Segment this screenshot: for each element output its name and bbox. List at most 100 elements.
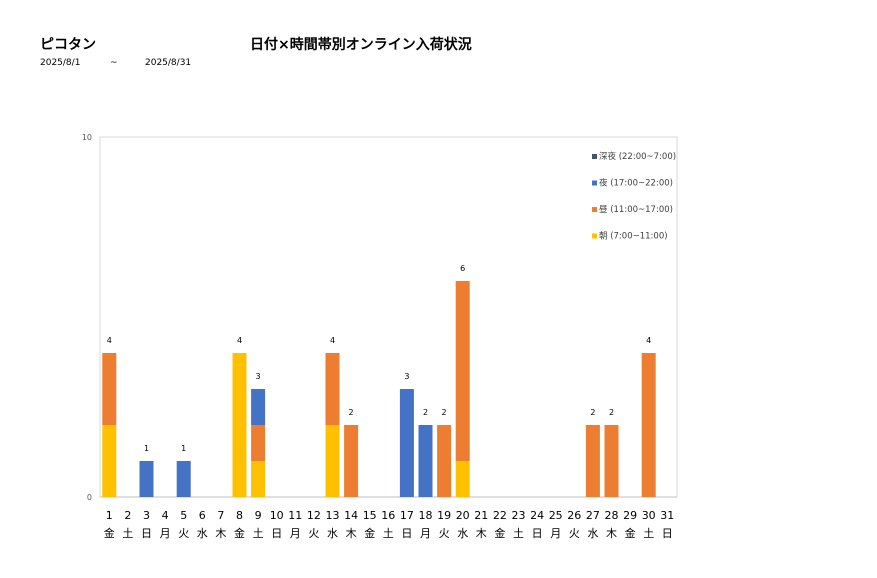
bar-segment <box>455 461 470 497</box>
x-tick-weekday: 木 <box>215 527 226 540</box>
x-tick-day: 30 <box>642 509 656 522</box>
date-to: 2025/8/31 <box>145 58 192 68</box>
x-tick-day: 23 <box>512 509 526 522</box>
bar-total-label: 3 <box>256 372 261 381</box>
bar-total-label: 2 <box>423 408 428 417</box>
bar-segment <box>176 461 191 497</box>
chart-title: 日付×時間帯別オンライン入荷状況 <box>250 37 472 53</box>
x-tick-weekday: 木 <box>606 527 617 540</box>
x-tick-weekday: 木 <box>476 527 487 540</box>
bar-segment <box>325 425 340 497</box>
x-tick-day: 16 <box>381 509 395 522</box>
bar-segment <box>344 425 359 497</box>
x-tick-day: 15 <box>363 509 377 522</box>
bar-segment <box>585 425 600 497</box>
x-tick-day: 17 <box>400 509 414 522</box>
x-tick-weekday: 日 <box>532 527 543 540</box>
legend-swatch <box>592 154 597 159</box>
x-tick-day: 29 <box>623 509 637 522</box>
bar-total-label: 4 <box>237 336 242 345</box>
x-tick-day: 9 <box>255 509 262 522</box>
x-tick-weekday: 月 <box>160 527 171 540</box>
x-tick-day: 14 <box>344 509 358 522</box>
x-tick-weekday: 火 <box>308 527 319 540</box>
bar-segment <box>102 425 117 497</box>
y-tick-label: 0 <box>87 493 92 502</box>
x-tick-weekday: 金 <box>234 526 245 540</box>
bar-segment <box>437 425 452 497</box>
x-tick-day: 27 <box>586 509 600 522</box>
x-tick-day: 6 <box>199 509 206 522</box>
bar-total-label: 4 <box>330 336 335 345</box>
x-tick-weekday: 日 <box>401 527 412 540</box>
x-tick-day: 2 <box>124 509 131 522</box>
x-tick-day: 31 <box>660 509 674 522</box>
x-tick-day: 25 <box>549 509 563 522</box>
legend-label: 深夜 (22:00~7:00) <box>599 151 676 162</box>
bar-total-label: 3 <box>404 372 409 381</box>
x-tick-day: 26 <box>567 509 581 522</box>
x-tick-weekday: 金 <box>364 526 375 540</box>
x-tick-day: 10 <box>270 509 284 522</box>
x-tick-weekday: 日 <box>141 527 152 540</box>
bar-segment <box>418 425 433 497</box>
bar-segment <box>455 281 470 461</box>
bar-segment <box>641 353 656 497</box>
x-tick-weekday: 火 <box>178 527 189 540</box>
date-from: 2025/8/1 <box>40 58 81 68</box>
bar-total-label: 4 <box>646 336 651 345</box>
x-tick-day: 20 <box>456 509 470 522</box>
bar-segment <box>399 389 414 497</box>
x-tick-weekday: 金 <box>494 526 505 540</box>
x-tick-weekday: 月 <box>550 527 561 540</box>
x-tick-day: 19 <box>437 509 451 522</box>
x-tick-weekday: 水 <box>197 527 208 540</box>
bar-total-label: 1 <box>181 444 186 453</box>
x-tick-day: 13 <box>326 509 340 522</box>
x-tick-weekday: 日 <box>662 527 673 540</box>
x-tick-day: 24 <box>530 509 544 522</box>
bar-total-label: 2 <box>349 408 354 417</box>
y-tick-label: 10 <box>82 133 92 142</box>
x-tick-weekday: 月 <box>420 527 431 540</box>
bar-segment <box>139 461 154 497</box>
bar-segment <box>325 353 340 425</box>
x-tick-weekday: 土 <box>122 527 133 540</box>
bar-total-label: 6 <box>460 264 465 273</box>
x-tick-day: 28 <box>605 509 619 522</box>
x-tick-day: 8 <box>236 509 243 522</box>
x-tick-day: 22 <box>493 509 507 522</box>
x-tick-weekday: 金 <box>625 526 636 540</box>
bar-segment <box>232 353 247 497</box>
date-separator: ~ <box>110 58 118 68</box>
legend-swatch <box>592 180 597 186</box>
bar-segment <box>251 389 266 425</box>
bar-total-label: 1 <box>144 444 149 453</box>
x-tick-weekday: 木 <box>346 527 357 540</box>
x-tick-day: 21 <box>474 509 488 522</box>
x-tick-day: 12 <box>307 509 321 522</box>
bar-total-label: 2 <box>590 408 595 417</box>
x-tick-day: 4 <box>162 509 169 522</box>
x-tick-weekday: 日 <box>271 527 282 540</box>
x-tick-day: 3 <box>143 509 150 522</box>
x-tick-weekday: 水 <box>327 527 338 540</box>
legend-swatch <box>592 233 597 239</box>
x-tick-day: 1 <box>106 509 113 522</box>
x-tick-day: 5 <box>180 509 187 522</box>
bar-segment <box>251 461 266 497</box>
x-tick-weekday: 火 <box>439 527 450 540</box>
legend-label: 昼 (11:00~17:00) <box>599 205 673 215</box>
bar-total-label: 4 <box>107 336 112 345</box>
x-tick-weekday: 水 <box>587 527 598 540</box>
x-tick-weekday: 月 <box>290 527 301 540</box>
bar-total-label: 2 <box>609 408 614 417</box>
bar-total-label: 2 <box>442 408 447 417</box>
x-tick-weekday: 火 <box>569 527 580 540</box>
bar-segment <box>604 425 619 497</box>
x-tick-day: 7 <box>217 509 224 522</box>
x-tick-weekday: 水 <box>457 527 468 540</box>
legend-swatch <box>592 207 597 212</box>
x-tick-weekday: 土 <box>383 527 394 540</box>
legend-label: 夜 (17:00~22:00) <box>599 178 673 189</box>
